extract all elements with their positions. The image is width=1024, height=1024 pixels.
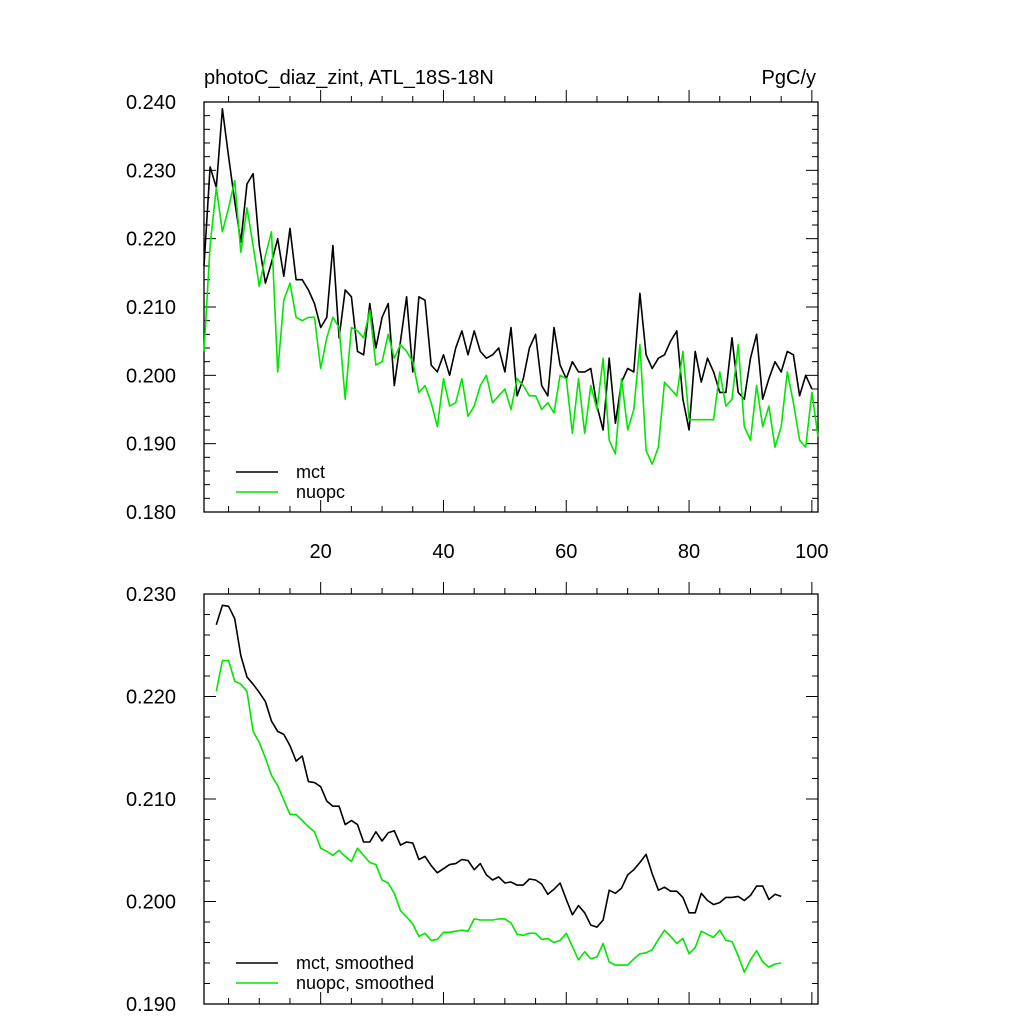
y-tick-label: 0.200 bbox=[126, 892, 176, 914]
plot-frame bbox=[203, 101, 819, 513]
series-line-nuopc-smoothed bbox=[215, 659, 782, 974]
series-line-mct bbox=[203, 108, 813, 431]
y-tick-label: 0.190 bbox=[126, 434, 176, 456]
series-line-mct-smoothed bbox=[215, 604, 782, 928]
y-tick-label: 0.220 bbox=[126, 229, 176, 251]
units-label: PgC/y bbox=[762, 67, 816, 89]
legend-label: mct, smoothed bbox=[296, 953, 414, 973]
y-tick-label: 0.190 bbox=[126, 994, 176, 1016]
x-tick-label: 60 bbox=[555, 541, 577, 563]
y-tick-label: 0.210 bbox=[126, 297, 176, 319]
bottom-panel: 0.190 0.200 0.210 0.220 0.230 mct, smoothednu… bbox=[126, 582, 819, 1016]
legend-label: nuopc, smoothed bbox=[296, 973, 434, 993]
y-tick-label: 0.230 bbox=[126, 160, 176, 182]
x-tick-label: 80 bbox=[678, 541, 700, 563]
y-tick-label: 0.200 bbox=[126, 365, 176, 387]
y-tick-label: 0.180 bbox=[126, 502, 176, 524]
legend-label: nuopc bbox=[296, 482, 345, 502]
chart-title: photoC_diaz_zint, ATL_18S-18N bbox=[204, 67, 494, 89]
y-tick-label: 0.230 bbox=[126, 584, 176, 606]
series-line-nuopc bbox=[203, 179, 819, 466]
y-tick-label: 0.210 bbox=[126, 789, 176, 811]
top-panel: 0.180 0.190 0.200 0.210 0.220 0.230 0.240 20 40 6… bbox=[126, 67, 829, 563]
x-tick-label: 20 bbox=[310, 541, 332, 563]
y-tick-label: 0.220 bbox=[126, 687, 176, 709]
x-tick-label: 100 bbox=[795, 541, 828, 563]
y-tick-label: 0.240 bbox=[126, 92, 176, 114]
plot-frame bbox=[203, 593, 819, 1005]
legend-label: mct bbox=[296, 462, 325, 482]
x-tick-label: 40 bbox=[432, 541, 454, 563]
